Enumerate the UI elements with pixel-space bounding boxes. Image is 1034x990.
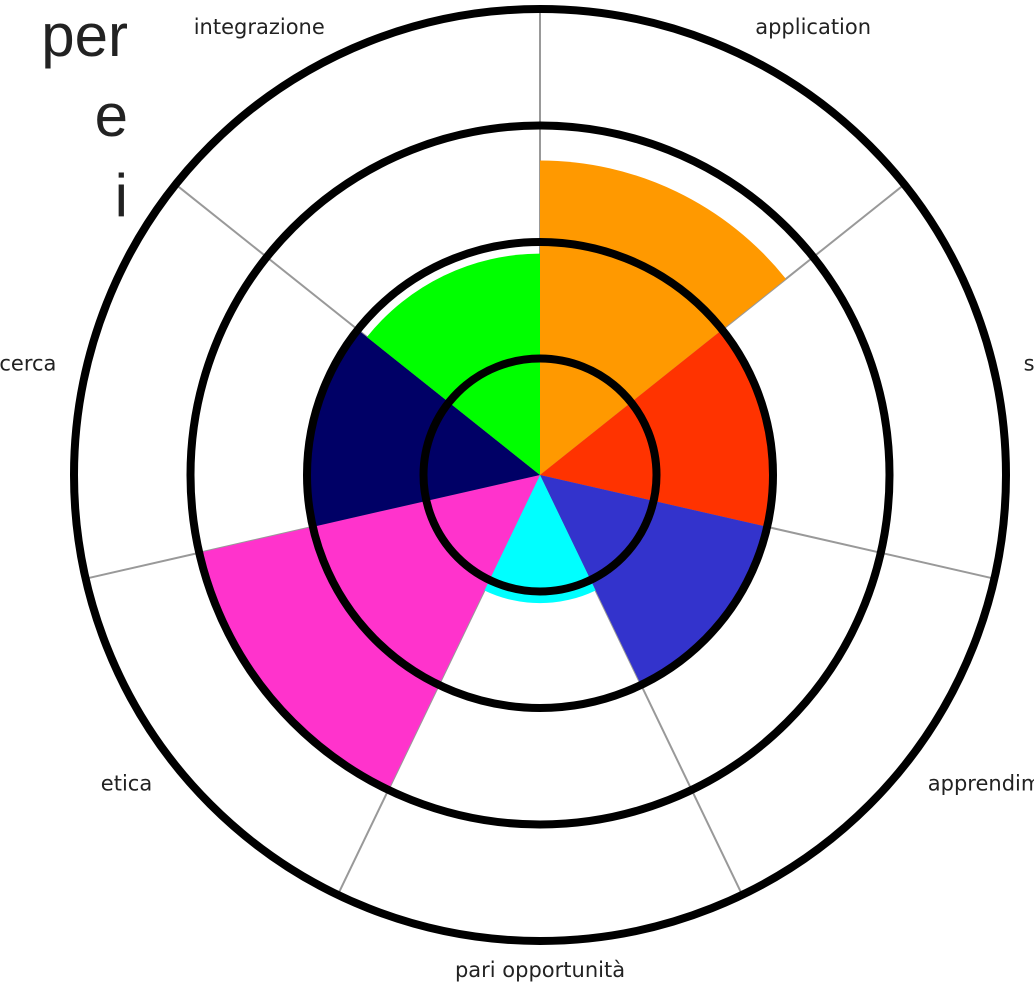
grid-ring xyxy=(419,354,661,596)
category-label: application xyxy=(755,15,871,39)
side-text: per xyxy=(41,2,128,69)
wedge xyxy=(540,160,786,475)
grid-ring xyxy=(186,121,894,829)
wedge xyxy=(307,329,540,527)
category-label: etica xyxy=(101,771,152,795)
category-label: apprendimenti xyxy=(928,771,1034,795)
wedge xyxy=(366,253,540,475)
wedge xyxy=(484,475,596,604)
grid-ring xyxy=(70,5,1010,945)
category-label: integrazione xyxy=(194,15,325,39)
grid-ring xyxy=(303,238,777,712)
wedge xyxy=(540,329,773,527)
category-label: pari opportunità xyxy=(455,958,625,982)
side-text: i xyxy=(115,162,128,229)
category-label: servizi xyxy=(1024,352,1034,376)
category-label: ricerca xyxy=(0,352,56,376)
side-text: e xyxy=(95,82,128,149)
